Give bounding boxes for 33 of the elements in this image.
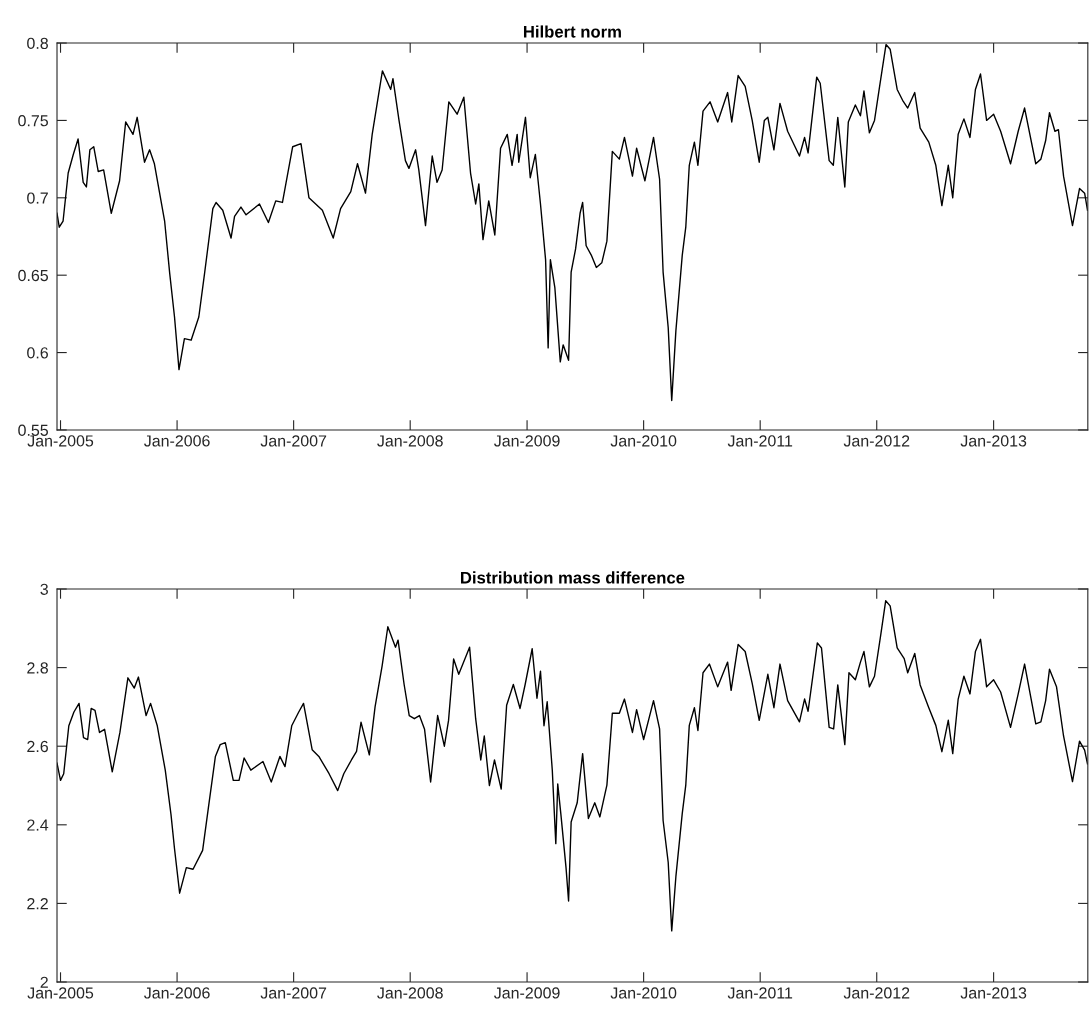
x-tick-label: Jan-2007 xyxy=(260,435,327,447)
y-tick-label: 2 xyxy=(40,976,48,988)
x-tick-label: Jan-2006 xyxy=(144,987,210,999)
x-tick-label: Jan-2007 xyxy=(260,987,327,999)
x-tick-label: Jan-2013 xyxy=(960,435,1027,447)
y-tick-label: 2.8 xyxy=(27,662,48,674)
x-tick-label: Jan-2010 xyxy=(610,435,677,447)
chart-title: Distribution mass difference xyxy=(461,571,685,584)
y-tick-label: 0.6 xyxy=(27,347,48,359)
line-series xyxy=(57,600,1088,932)
x-tick-label: Jan-2005 xyxy=(27,987,94,999)
y-tick-label: 0.7 xyxy=(27,192,48,204)
y-tick-label: 2.4 xyxy=(27,819,49,831)
x-tick-label: Jan-2008 xyxy=(377,435,443,447)
y-tick-label: 0.55 xyxy=(18,424,49,436)
x-tick-label: Jan-2011 xyxy=(727,987,793,999)
y-tick-label: 0.8 xyxy=(27,37,48,49)
x-tick-label: Jan-2010 xyxy=(610,987,677,999)
x-tick-label: Jan-2011 xyxy=(727,435,793,447)
x-tick-label: Jan-2012 xyxy=(843,435,910,447)
y-tick-label: 0.65 xyxy=(18,269,49,282)
x-tick-label: Jan-2006 xyxy=(144,435,210,447)
x-tick-label: Jan-2009 xyxy=(494,987,560,999)
x-tick-label: Jan-2012 xyxy=(843,987,910,999)
y-tick-label: 2.2 xyxy=(27,898,48,910)
chart-title: Hilbert norm xyxy=(523,25,621,38)
x-tick-label: Jan-2013 xyxy=(960,987,1027,999)
y-tick-label: 2.6 xyxy=(27,740,48,753)
x-tick-label: Jan-2005 xyxy=(27,435,94,447)
y-tick-label: 3 xyxy=(40,583,48,595)
x-tick-label: Jan-2009 xyxy=(494,435,560,447)
y-tick-label: 0.75 xyxy=(18,115,49,127)
x-tick-label: Jan-2008 xyxy=(377,987,443,999)
